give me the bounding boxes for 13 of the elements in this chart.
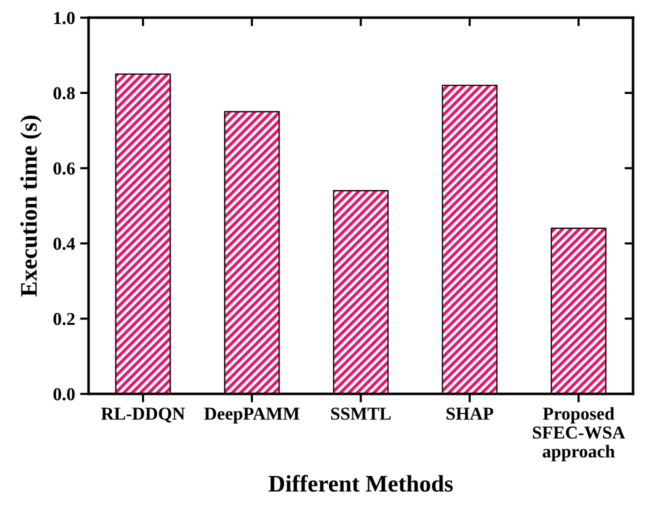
y-tick-label: 0.4 <box>53 238 76 250</box>
x-tick-label: Proposed SFEC-WSA approach <box>532 407 626 462</box>
y-tick-label: 0.8 <box>53 87 75 100</box>
x-tick-label: SHAP <box>446 408 494 420</box>
x-tick-label: DeepPAMM <box>204 408 300 424</box>
y-tick-label: 0.2 <box>53 312 75 326</box>
x-axis-title: Different Methods <box>268 474 453 492</box>
x-tick-label: RL-DDQN <box>101 408 185 423</box>
x-tick-label: SSMTL <box>331 408 391 420</box>
y-tick-label: 0.0 <box>53 388 75 400</box>
y-tick-label: 1.0 <box>54 12 75 24</box>
y-tick-label: 0.6 <box>53 162 75 175</box>
y-axis-title: Execution time (s) <box>20 116 42 297</box>
